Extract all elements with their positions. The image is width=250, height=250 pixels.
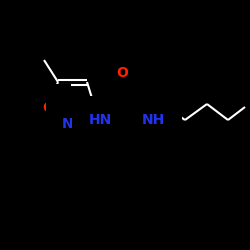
Text: O: O bbox=[42, 101, 54, 115]
Text: N: N bbox=[62, 117, 74, 131]
Text: O: O bbox=[116, 66, 128, 80]
Text: HN: HN bbox=[89, 113, 112, 127]
Text: NH: NH bbox=[142, 113, 165, 127]
